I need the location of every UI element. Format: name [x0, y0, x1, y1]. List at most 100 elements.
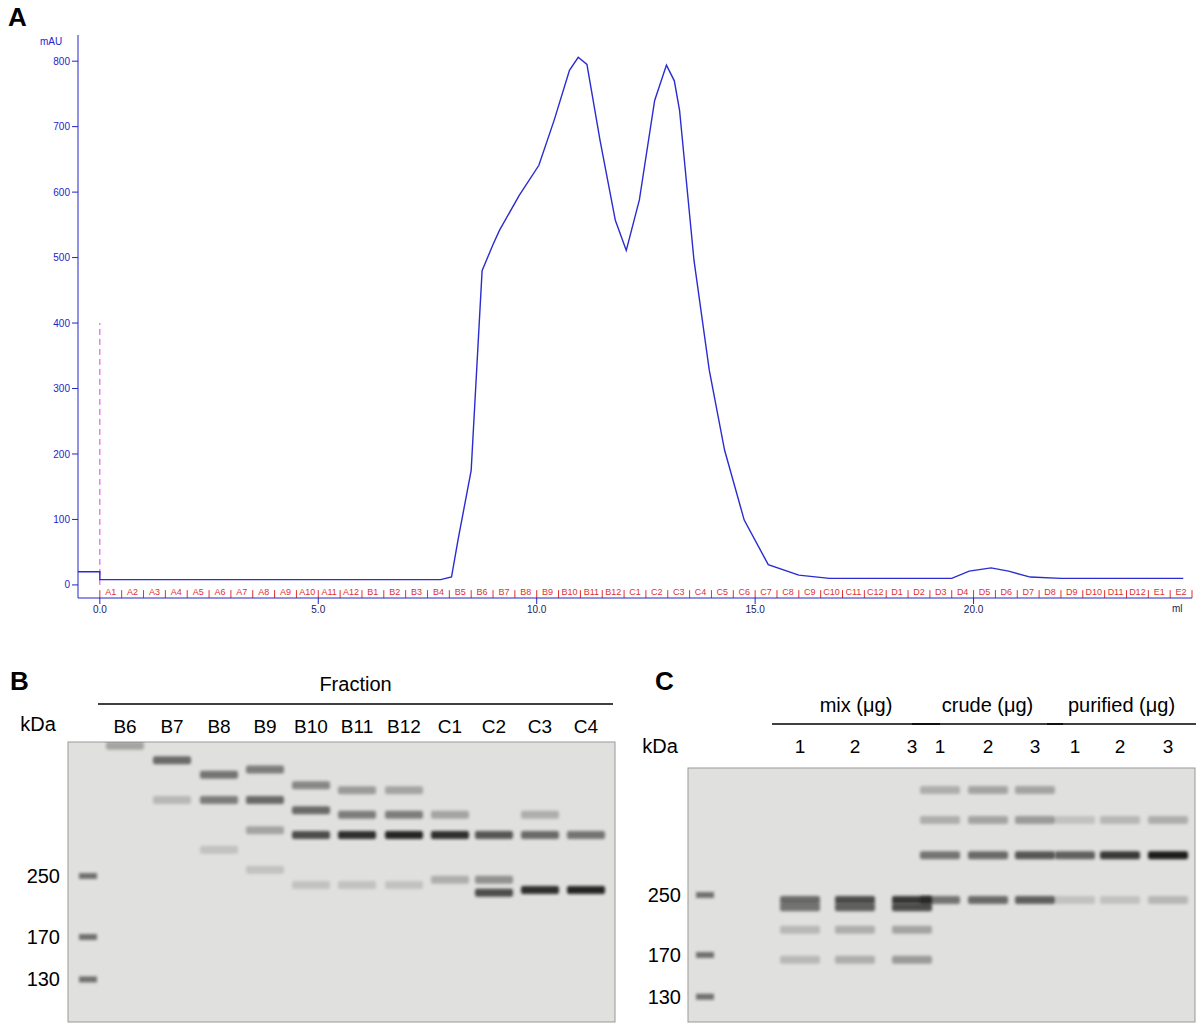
svg-text:D12: D12 [1129, 587, 1146, 597]
svg-text:C7: C7 [760, 587, 772, 597]
svg-text:D4: D4 [957, 587, 969, 597]
svg-text:A10: A10 [299, 587, 315, 597]
svg-text:C3: C3 [673, 587, 685, 597]
svg-text:170: 170 [27, 926, 60, 948]
svg-text:15.0: 15.0 [745, 604, 765, 615]
svg-text:A6: A6 [214, 587, 225, 597]
svg-text:10.0: 10.0 [527, 604, 547, 615]
svg-text:700: 700 [53, 121, 70, 132]
svg-text:D7: D7 [1022, 587, 1034, 597]
svg-text:kDa: kDa [642, 735, 678, 757]
svg-text:B8: B8 [207, 716, 230, 737]
svg-text:C8: C8 [782, 587, 794, 597]
svg-text:B11: B11 [584, 587, 599, 597]
svg-text:2: 2 [983, 736, 994, 757]
svg-text:B6: B6 [477, 587, 488, 597]
svg-text:B: B [10, 666, 29, 696]
svg-text:E2: E2 [1176, 587, 1187, 597]
svg-text:C3: C3 [528, 716, 552, 737]
html-text:A: A [8, 2, 27, 32]
html-text:mAU: mAU [40, 36, 63, 47]
svg-text:5.0: 5.0 [311, 604, 325, 615]
svg-text:B12: B12 [387, 716, 421, 737]
svg-text:A9: A9 [280, 587, 291, 597]
svg-text:C9: C9 [804, 587, 816, 597]
svg-text:crude (μg): crude (μg) [942, 694, 1034, 716]
svg-text:B7: B7 [498, 587, 509, 597]
svg-text:A5: A5 [193, 587, 204, 597]
svg-text:170: 170 [648, 944, 681, 966]
svg-text:D1: D1 [891, 587, 903, 597]
svg-text:600: 600 [53, 187, 70, 198]
svg-text:1: 1 [1070, 736, 1081, 757]
svg-text:3: 3 [907, 736, 918, 757]
svg-text:3: 3 [1030, 736, 1041, 757]
svg-text:3: 3 [1163, 736, 1174, 757]
svg-text:C4: C4 [574, 716, 599, 737]
svg-text:B4: B4 [433, 587, 444, 597]
svg-text:mix (μg): mix (μg) [820, 694, 893, 716]
svg-text:B10: B10 [561, 587, 577, 597]
svg-text:purified (μg): purified (μg) [1068, 694, 1175, 716]
svg-text:B3: B3 [411, 587, 422, 597]
svg-text:2: 2 [1115, 736, 1126, 757]
svg-text:D10: D10 [1085, 587, 1102, 597]
svg-text:C4: C4 [695, 587, 707, 597]
svg-text:C12: C12 [867, 587, 884, 597]
svg-text:B9: B9 [253, 716, 276, 737]
svg-text:1: 1 [795, 736, 806, 757]
svg-text:C1: C1 [629, 587, 641, 597]
svg-text:C1: C1 [438, 716, 462, 737]
svg-text:B6: B6 [113, 716, 136, 737]
svg-text:C10: C10 [823, 587, 840, 597]
svg-text:100: 100 [53, 514, 70, 525]
svg-text:130: 130 [648, 986, 681, 1008]
svg-text:B10: B10 [294, 716, 328, 737]
svg-text:E1: E1 [1154, 587, 1165, 597]
svg-text:D3: D3 [935, 587, 947, 597]
svg-text:400: 400 [53, 318, 70, 329]
svg-text:A8: A8 [258, 587, 269, 597]
svg-text:A3: A3 [149, 587, 160, 597]
svg-text:Fraction: Fraction [319, 673, 391, 695]
svg-text:20.0: 20.0 [964, 604, 984, 615]
svg-text:D9: D9 [1066, 587, 1078, 597]
svg-text:A11: A11 [322, 587, 337, 597]
svg-text:130: 130 [27, 968, 60, 990]
svg-text:A2: A2 [127, 587, 138, 597]
svg-text:D6: D6 [1001, 587, 1013, 597]
svg-text:B1: B1 [367, 587, 378, 597]
svg-text:200: 200 [53, 449, 70, 460]
svg-text:250: 250 [648, 884, 681, 906]
svg-text:kDa: kDa [20, 713, 56, 735]
svg-text:C5: C5 [717, 587, 729, 597]
svg-text:B11: B11 [341, 716, 373, 737]
svg-text:800: 800 [53, 56, 70, 67]
svg-text:500: 500 [53, 252, 70, 263]
svg-text:B8: B8 [520, 587, 531, 597]
svg-text:C11: C11 [846, 587, 862, 597]
svg-text:C6: C6 [738, 587, 750, 597]
svg-text:A4: A4 [171, 587, 182, 597]
svg-text:D2: D2 [913, 587, 925, 597]
svg-text:300: 300 [53, 383, 70, 394]
svg-text:A1: A1 [105, 587, 116, 597]
svg-text:B7: B7 [160, 716, 183, 737]
svg-text:C: C [655, 666, 674, 696]
svg-text:D11: D11 [1108, 587, 1124, 597]
svg-text:0.0: 0.0 [93, 604, 107, 615]
svg-text:A7: A7 [236, 587, 247, 597]
svg-text:D5: D5 [979, 587, 991, 597]
svg-text:C2: C2 [482, 716, 506, 737]
svg-text:A12: A12 [343, 587, 359, 597]
svg-text:0: 0 [64, 579, 70, 590]
svg-text:B9: B9 [542, 587, 553, 597]
svg-text:B2: B2 [389, 587, 400, 597]
svg-text:1: 1 [935, 736, 946, 757]
svg-text:250: 250 [27, 865, 60, 887]
svg-text:B5: B5 [455, 587, 466, 597]
svg-text:D8: D8 [1044, 587, 1056, 597]
svg-text:C2: C2 [651, 587, 663, 597]
svg-text:B12: B12 [605, 587, 621, 597]
svg-text:2: 2 [850, 736, 861, 757]
